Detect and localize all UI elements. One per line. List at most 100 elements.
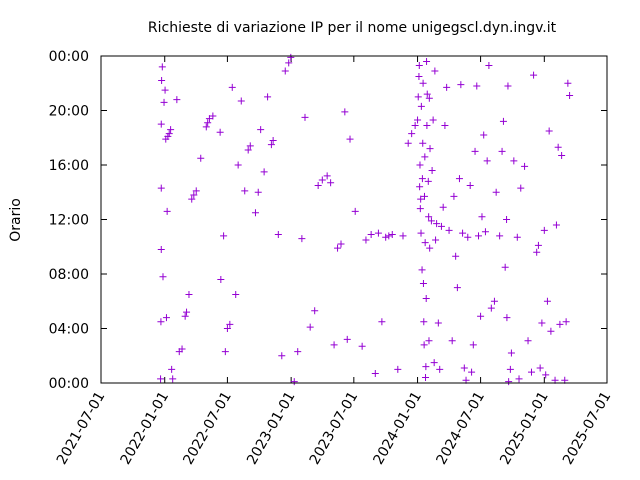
data-point [294, 348, 302, 356]
data-point [267, 141, 275, 149]
data-point [420, 318, 428, 326]
data-point [260, 168, 268, 176]
data-point [536, 364, 544, 372]
data-point [422, 374, 430, 382]
data-point [223, 325, 231, 332]
data-point [416, 161, 424, 169]
data-point [421, 153, 429, 161]
data-point [538, 319, 546, 327]
data-point [507, 349, 515, 357]
data-point [168, 365, 176, 373]
data-point [423, 121, 431, 129]
data-point [441, 121, 449, 129]
data-point [204, 119, 212, 127]
data-point [408, 130, 416, 138]
data-point [157, 120, 165, 128]
data-point [433, 220, 441, 228]
data-point [425, 94, 433, 102]
data-point [455, 175, 463, 183]
data-point [374, 229, 382, 237]
data-point [298, 235, 306, 243]
x-tick-label: 2023-07-01 [307, 389, 362, 467]
y-tick-label: 16:00 [49, 158, 89, 174]
data-point [450, 192, 458, 200]
y-tick-labels: 00:00 04:00 08:00 12:00 16:00 20:00 00:00 [49, 49, 89, 392]
data-point [327, 179, 335, 187]
data-point [163, 207, 171, 215]
data-point [190, 191, 198, 199]
data-point [254, 188, 262, 196]
data-point [241, 187, 249, 195]
data-point [499, 117, 507, 125]
data-point [542, 371, 550, 379]
data-point [437, 222, 445, 230]
data-point [533, 248, 541, 256]
data-point [422, 363, 430, 371]
data-point [415, 72, 423, 80]
data-point [221, 348, 229, 356]
data-point [220, 232, 228, 240]
data-point [197, 154, 205, 162]
data-point [457, 81, 465, 89]
data-point [459, 229, 467, 237]
data-point [419, 139, 427, 147]
data-point [423, 57, 431, 65]
y-tick-label: 20:00 [49, 104, 89, 120]
data-point [162, 314, 170, 322]
data-point [237, 97, 245, 105]
data-point [466, 181, 474, 189]
data-point [251, 209, 259, 217]
data-point [504, 82, 512, 90]
data-point [464, 233, 472, 241]
data-point [358, 342, 366, 350]
data-point [216, 128, 224, 136]
data-point [527, 368, 535, 376]
data-point [160, 98, 168, 106]
data-point [202, 123, 210, 131]
data-point [564, 79, 572, 87]
data-point [158, 77, 166, 85]
data-point [287, 53, 295, 61]
data-point [425, 337, 433, 345]
data-point [183, 308, 191, 316]
data-point [351, 207, 359, 215]
data-point [513, 233, 521, 241]
data-point [415, 62, 423, 70]
data-point [418, 266, 426, 274]
data-point [169, 375, 177, 383]
x-tick-label: 2023-01-01 [244, 389, 299, 467]
data-point [337, 240, 345, 248]
y-tick-label: 00:00 [49, 376, 89, 392]
data-point [524, 337, 532, 345]
data-point [234, 161, 242, 169]
data-point [217, 275, 225, 283]
data-point [419, 280, 427, 288]
data-point [503, 216, 511, 223]
data-point [478, 213, 486, 221]
data-point [269, 136, 277, 144]
data-point [330, 341, 338, 349]
data-point [371, 369, 379, 377]
chart-title: Richieste di variazione IP per il nome u… [148, 20, 557, 36]
data-point [471, 147, 479, 155]
data-point [157, 184, 165, 192]
data-point [490, 297, 498, 305]
data-point [244, 146, 252, 154]
data-point [477, 312, 485, 320]
data-point [503, 314, 511, 322]
data-point [278, 352, 286, 360]
data-point [431, 67, 439, 75]
data-point [485, 62, 493, 70]
data-point [417, 195, 425, 203]
data-point [420, 192, 428, 200]
data-point [318, 176, 326, 184]
data-point [281, 67, 289, 75]
data-point [404, 139, 412, 147]
data-point [257, 126, 265, 134]
x-tick-label: 2024-01-01 [370, 389, 425, 467]
data-point [460, 364, 468, 372]
data-points [157, 53, 574, 386]
data-point [473, 82, 481, 90]
data-point [341, 108, 349, 116]
